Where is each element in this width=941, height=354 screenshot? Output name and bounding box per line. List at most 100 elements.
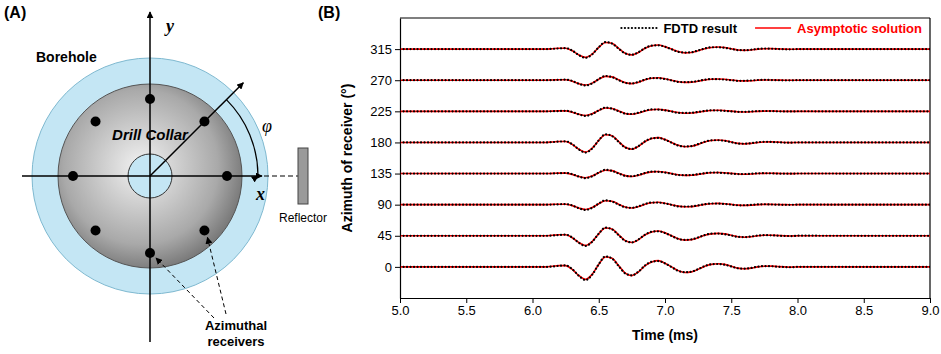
panel-label: (A): [4, 4, 26, 21]
receiver: [145, 248, 155, 258]
y-tick-label: 225: [370, 104, 392, 119]
y-tick-label: 315: [370, 42, 392, 57]
y-axis-label: y: [164, 16, 175, 36]
x-tick: 8.5: [855, 298, 873, 318]
collar-label: Drill Collar: [112, 126, 189, 143]
y-axis-arrow: [149, 12, 151, 342]
y-tick: 180: [370, 135, 400, 150]
y-axis-line: [400, 19, 401, 299]
x-tick: 7.5: [723, 298, 741, 318]
y-tick-label: 90: [378, 197, 392, 212]
x-tick: 8.0: [789, 298, 807, 318]
y-tick-mark: [395, 267, 400, 268]
legend-item: FDTD result: [621, 21, 737, 36]
y-tick: 135: [370, 166, 400, 181]
legend-swatch: [755, 27, 791, 29]
x-tick: 6.5: [590, 298, 608, 318]
legend: FDTD result Asymptotic solution: [621, 21, 922, 36]
x-tick-label: 6.0: [524, 303, 542, 318]
azimuth-arc: [226, 100, 258, 176]
x-tick-label: 6.5: [590, 303, 608, 318]
waveform: [400, 256, 930, 280]
y-axis: 0 45 90 135 180 225 270 315: [370, 19, 400, 299]
x-tick-label: 8.0: [789, 303, 807, 318]
reflector-label: Reflector: [279, 211, 327, 225]
x-tick-label: 8.5: [855, 303, 873, 318]
y-tick-label: 45: [378, 228, 392, 243]
figure: (A) Reflector x y φ Borehole Drill Collar Azimu…: [0, 0, 941, 354]
receiver: [91, 117, 101, 127]
y-tick-label: 180: [370, 135, 392, 150]
x-tick-label: 7.5: [723, 303, 741, 318]
waveform: [400, 76, 930, 86]
legend-label: Asymptotic solution: [797, 21, 922, 36]
x-tick: 9.0: [921, 298, 939, 318]
borehole-label: Borehole: [36, 49, 97, 65]
receiver: [222, 171, 232, 181]
x-tick-label: 5.0: [391, 303, 409, 318]
panel-b: (B) 5.0 5.5 6.0 6.5 7.0 7.5 8.0 8.5 9.0 0 45 90 135 18…: [318, 4, 940, 343]
y-tick-mark: [395, 80, 400, 81]
x-tick-label: 7.0: [656, 303, 674, 318]
legend-item: Asymptotic solution: [755, 21, 922, 36]
y-tick-label: 135: [370, 166, 392, 181]
reflector-path: [264, 175, 298, 176]
callout-arrow: [156, 258, 214, 318]
waveform: [400, 108, 930, 115]
plot-area: [400, 42, 930, 280]
y-tick: 90: [378, 197, 400, 212]
waveform: [400, 228, 930, 245]
y-tick: 225: [370, 104, 400, 119]
azimuth-label: φ: [262, 116, 272, 136]
waveform: [400, 257, 930, 279]
frame: [929, 18, 930, 298]
x-axis-title: Time (ms): [632, 327, 698, 343]
waveform: [400, 201, 930, 210]
panel-label: (B): [318, 4, 340, 21]
x-axis-label: x: [255, 184, 265, 204]
x-axis: 5.0 5.5 6.0 6.5 7.0 7.5 8.0 8.5 9.0: [391, 298, 939, 318]
y-tick-label: 0: [385, 260, 392, 275]
receiver: [91, 225, 101, 235]
frame: [400, 17, 930, 18]
waveform: [400, 170, 930, 177]
panel-a: (A) Reflector x y φ Borehole Drill Collar Azimu…: [4, 4, 327, 349]
waveform: [400, 135, 930, 152]
y-tick-mark: [395, 111, 400, 112]
y-tick-mark: [395, 236, 400, 237]
receivers-label: receivers: [207, 334, 264, 349]
waveform: [400, 108, 930, 116]
y-tick: 315: [370, 42, 400, 57]
y-axis-title: Azimuth of receiver (°): [339, 84, 355, 233]
waveform: [400, 134, 930, 152]
y-tick: 270: [370, 73, 400, 88]
waveform: [400, 228, 930, 246]
y-tick-mark: [395, 205, 400, 206]
x-tick: 5.0: [391, 298, 409, 318]
receiver: [199, 117, 209, 127]
y-tick: 45: [378, 228, 400, 243]
receivers-label: Azimuthal: [205, 318, 267, 333]
x-tick: 6.0: [524, 298, 542, 318]
y-tick-mark: [395, 174, 400, 175]
y-tick-mark: [395, 49, 400, 50]
x-tick: 5.5: [458, 298, 476, 318]
y-tick-label: 270: [370, 73, 392, 88]
x-tick-label: 5.5: [458, 303, 476, 318]
waveform: [400, 170, 930, 178]
waveform: [400, 42, 930, 57]
y-tick-mark: [395, 142, 400, 143]
waveform: [400, 200, 930, 210]
receiver: [68, 171, 78, 181]
receiver: [145, 94, 155, 104]
legend-swatch: [621, 27, 657, 29]
reflector: [298, 148, 308, 204]
waveform: [400, 76, 930, 85]
x-tick: 7.0: [656, 298, 674, 318]
receiver: [199, 225, 209, 235]
x-tick-label: 9.0: [921, 303, 939, 318]
y-tick: 0: [385, 260, 400, 275]
waveform: [400, 42, 930, 58]
legend-label: FDTD result: [663, 21, 737, 36]
callout-arrow: [207, 237, 226, 314]
